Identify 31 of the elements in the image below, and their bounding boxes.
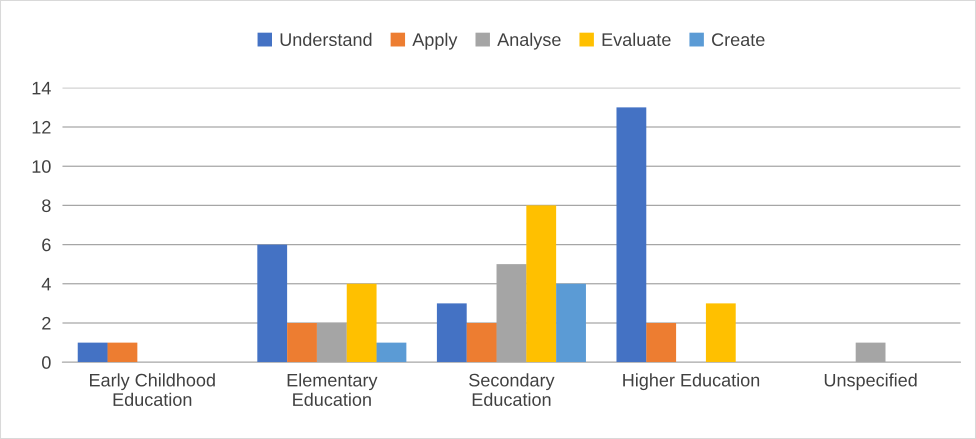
y-tick-label: 2 bbox=[42, 316, 50, 330]
legend-label: Analyse bbox=[497, 32, 561, 50]
bar bbox=[108, 342, 138, 362]
x-tick-label: Higher Education bbox=[623, 373, 760, 390]
bar bbox=[556, 284, 586, 362]
bar bbox=[346, 284, 377, 362]
y-tick-label: 12 bbox=[32, 120, 50, 134]
y-tick-label: 14 bbox=[32, 82, 51, 94]
bar bbox=[287, 322, 317, 362]
legend-label: Evaluate bbox=[602, 32, 671, 46]
legend-label: Create bbox=[712, 33, 764, 46]
y-tick-label: 0 bbox=[42, 356, 51, 369]
x-tick-label: Secondary Education bbox=[469, 373, 555, 406]
bar bbox=[436, 303, 467, 362]
bar bbox=[466, 322, 497, 362]
y-tick-label: 4 bbox=[42, 278, 51, 290]
bar bbox=[376, 342, 406, 362]
bar bbox=[257, 244, 288, 362]
y-tick-label: 6 bbox=[42, 238, 51, 252]
legend-label: Apply bbox=[412, 32, 458, 50]
legend-label: Understand bbox=[280, 32, 372, 46]
bar bbox=[78, 342, 108, 362]
bar bbox=[706, 303, 736, 362]
x-tick-label: Elementary Education bbox=[288, 373, 378, 406]
x-tick-label: Early Childhood Education bbox=[90, 373, 215, 406]
bar bbox=[616, 107, 646, 362]
y-tick-label: 8 bbox=[42, 199, 51, 212]
bar bbox=[526, 205, 556, 362]
y-tick-label: 10 bbox=[32, 160, 51, 173]
bar bbox=[646, 322, 676, 362]
x-tick-label: Unspecified bbox=[824, 373, 917, 390]
